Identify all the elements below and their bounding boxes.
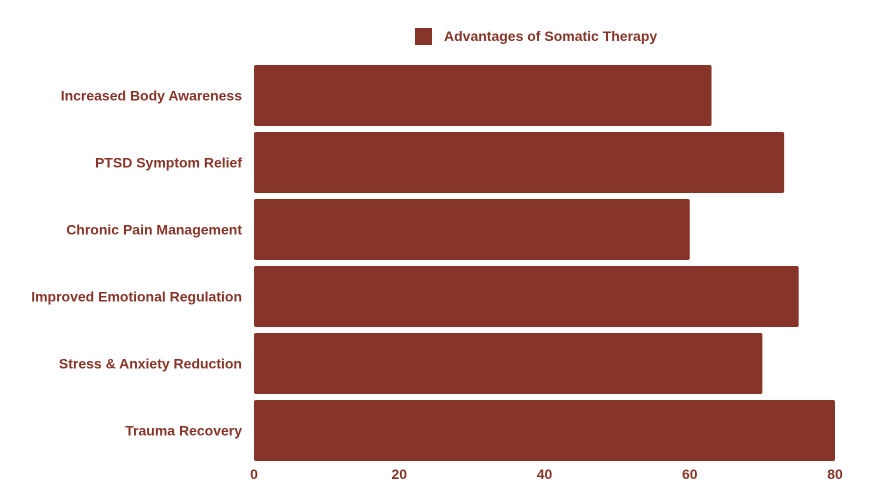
bar [254,333,763,394]
legend-label: Advantages of Somatic Therapy [444,28,657,44]
x-tick-label: 40 [537,466,553,482]
bar [254,266,799,327]
bar [254,199,690,260]
bar [254,132,785,193]
legend-swatch [415,28,432,45]
x-tick-label: 80 [827,466,843,482]
x-tick-label: 0 [250,466,258,482]
category-labels: Increased Body Awareness PTSD Symptom Rel… [31,88,242,439]
legend: Advantages of Somatic Therapy [415,28,657,45]
x-tick-label: 60 [682,466,698,482]
x-axis-tick-labels: 0 20 40 60 80 [250,466,843,482]
bars [254,65,835,461]
category-label: Improved Emotional Regulation [31,289,242,305]
category-label: PTSD Symptom Relief [95,155,242,171]
category-label: Stress & Anxiety Reduction [59,356,242,372]
category-label: Chronic Pain Management [66,222,242,238]
x-tick-label: 20 [391,466,407,482]
bar [254,65,712,126]
category-label: Trauma Recovery [125,423,242,439]
category-label: Increased Body Awareness [61,88,243,104]
bar [254,400,835,461]
